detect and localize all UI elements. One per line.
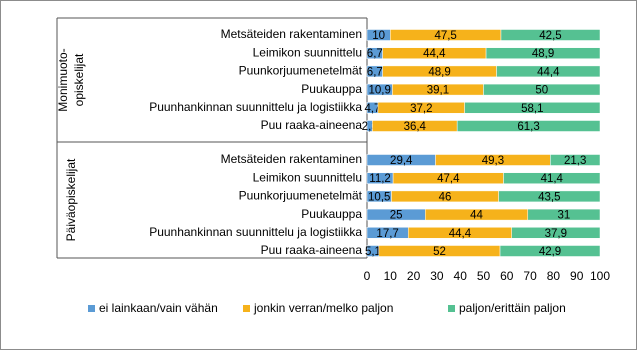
value-label: 50 xyxy=(535,85,548,97)
category-label: Puunkorjuumenetelmät xyxy=(239,64,363,78)
bar-segment xyxy=(485,47,601,59)
bar-segment xyxy=(500,29,601,41)
x-tick-label: 100 xyxy=(590,269,610,283)
x-tick-label: 70 xyxy=(523,269,537,283)
value-label: 21,3 xyxy=(564,155,586,167)
bar-segment xyxy=(503,172,601,184)
value-label: 25 xyxy=(390,210,403,222)
x-tick-label: 80 xyxy=(547,269,561,283)
x-tick-label: 50 xyxy=(477,269,491,283)
category-label: Puu raaka-aineena xyxy=(261,118,363,132)
x-tick-label: 20 xyxy=(407,269,421,283)
value-label: 44 xyxy=(470,210,483,222)
bar-segment xyxy=(550,154,601,166)
value-label: 10,9 xyxy=(369,85,391,97)
x-tick-label: 30 xyxy=(430,269,444,283)
bar-segment xyxy=(496,65,601,78)
value-label: 44,4 xyxy=(537,66,560,78)
x-tick-label: 60 xyxy=(500,269,514,283)
x-tick-label: 10 xyxy=(384,269,398,283)
value-label: 10 xyxy=(372,30,385,42)
value-label: 46 xyxy=(439,191,452,203)
bar-segment xyxy=(456,120,601,132)
value-label: 41,4 xyxy=(541,173,564,185)
bar-segment xyxy=(498,190,601,203)
value-label: 11,2 xyxy=(369,173,391,185)
bar-segment xyxy=(483,83,601,96)
x-tick-label: 90 xyxy=(570,269,584,283)
category-label: Puunhankinnan suunnittelu ja logistiikka xyxy=(149,100,362,114)
category-label: Leimikon suunnittelu xyxy=(253,170,362,184)
bar-segment xyxy=(511,227,601,239)
value-label: 10,5 xyxy=(368,191,390,203)
category-label: Leimikon suunnittelu xyxy=(253,45,362,59)
legend-label: paljon/erittäin paljon xyxy=(459,301,566,315)
category-label: Puunkorjuumenetelmät xyxy=(239,189,363,203)
value-label: 37,2 xyxy=(410,103,432,115)
bar-segment xyxy=(499,245,601,257)
value-label: 48,9 xyxy=(428,66,450,78)
value-label: 47,5 xyxy=(434,30,456,42)
value-label: 6,7 xyxy=(367,48,383,60)
value-label: 47,4 xyxy=(437,173,460,185)
category-label: Puukauppa xyxy=(301,82,362,96)
bar-segment xyxy=(527,208,601,221)
group-label: Päiväopiskelijat xyxy=(64,158,78,241)
value-label: 42,9 xyxy=(539,246,561,258)
legend-label: jonkin verran/melko paljon xyxy=(253,301,393,315)
x-tick-label: 40 xyxy=(454,269,468,283)
value-label: 5,1 xyxy=(365,246,381,258)
value-label: 49,3 xyxy=(482,155,504,167)
legend-swatch xyxy=(243,305,250,312)
value-label: 17,7 xyxy=(376,228,398,240)
value-label: 4,7 xyxy=(364,103,380,115)
value-label: 61,3 xyxy=(517,121,539,133)
legend-swatch xyxy=(88,305,95,312)
category-label: Puunhankinnan suunnittelu ja logistiikka xyxy=(149,225,362,239)
value-label: 44,4 xyxy=(449,228,472,240)
value-label: 31 xyxy=(557,210,570,222)
bar-segment xyxy=(464,102,601,114)
value-label: 58,1 xyxy=(521,103,543,115)
value-label: 29,4 xyxy=(390,155,413,167)
category-label: Metsäteiden rakentaminen xyxy=(221,27,362,41)
group-label: Monimuoto- xyxy=(56,48,70,111)
x-tick-label: 0 xyxy=(364,269,371,283)
group-label: opiskelijat xyxy=(72,53,86,106)
category-label: Puu raaka-aineena xyxy=(261,243,363,257)
value-label: 44,4 xyxy=(423,48,446,60)
value-label: 52 xyxy=(433,246,446,258)
value-label: 43,5 xyxy=(538,191,560,203)
category-label: Puukauppa xyxy=(301,207,362,221)
value-label: 42,5 xyxy=(539,30,561,42)
value-label: 39,1 xyxy=(427,85,449,97)
value-label: 37,9 xyxy=(545,228,567,240)
value-label: 6,7 xyxy=(367,66,383,78)
legend-label: ei lainkaan/vain vähän xyxy=(99,301,218,315)
legend-swatch xyxy=(448,305,455,312)
value-label: 36,4 xyxy=(404,121,427,133)
value-label: 48,9 xyxy=(532,48,554,60)
category-label: Metsäteiden rakentaminen xyxy=(221,152,362,166)
